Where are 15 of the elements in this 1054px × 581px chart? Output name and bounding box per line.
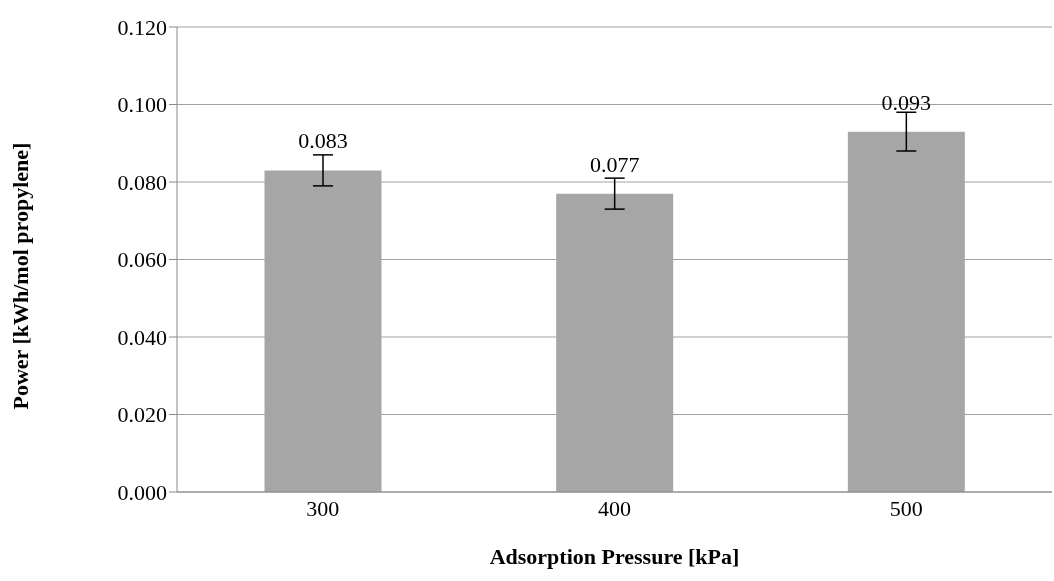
data-label: 0.083 — [298, 128, 348, 154]
x-axis-title: Adsorption Pressure [kPa] — [489, 544, 740, 569]
x-tick-label: 500 — [889, 495, 923, 521]
y-tick-label: 0.020 — [117, 402, 167, 428]
data-label: 0.093 — [881, 89, 932, 115]
x-tick-label: 400 — [598, 495, 631, 521]
y-tick-label: 0.100 — [117, 92, 167, 118]
data-label: 0.077 — [589, 151, 640, 177]
y-tick-label: 0.080 — [117, 169, 167, 195]
y-tick-label: 0.120 — [117, 14, 167, 40]
y-tick-label: 0.000 — [117, 479, 167, 505]
x-tick-label: 300 — [306, 495, 340, 521]
y-tick-label: 0.040 — [117, 324, 167, 350]
y-tick-label: 0.060 — [117, 247, 167, 273]
y-axis-title: Power [kWh/mol propylene] — [7, 142, 33, 410]
